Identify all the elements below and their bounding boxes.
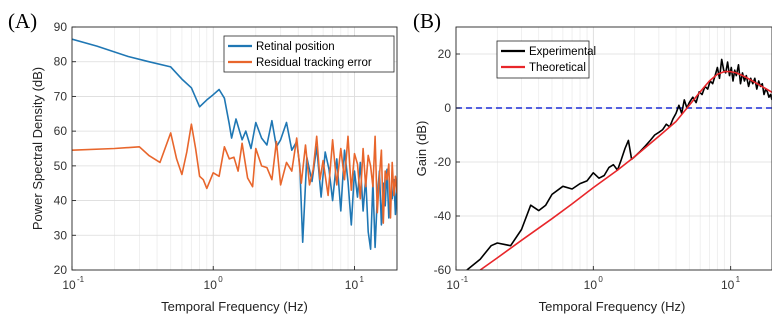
x-tick-exponent: -1 <box>77 275 85 284</box>
x-tick-label: 10 -1 <box>446 275 468 292</box>
legend-box <box>496 40 590 79</box>
x-tick-exponent: 0 <box>218 275 223 284</box>
panel-label: (A) <box>8 9 37 33</box>
x-tick-base: 10 <box>721 278 735 292</box>
y-tick-label: -40 <box>434 209 452 223</box>
y-tick-label: 60 <box>54 124 68 138</box>
series-line-1 <box>72 123 397 224</box>
y-tick-label: 0 <box>444 101 451 115</box>
y-axis-label: Power Spectral Density (dB) <box>30 67 45 230</box>
y-tick-label: 30 <box>54 228 68 242</box>
x-tick-exponent: 1 <box>736 275 741 284</box>
y-tick-label: 70 <box>54 89 68 103</box>
legend-entry-0: Retinal position <box>256 41 335 53</box>
x-tick-exponent: -1 <box>461 275 469 284</box>
x-tick-label: 10 0 <box>204 275 224 292</box>
x-tick-exponent: 1 <box>359 275 364 284</box>
axes-box <box>71 26 398 271</box>
panel-label: (B) <box>413 9 441 33</box>
y-tick-label: 40 <box>54 194 68 208</box>
y-tick-label: 20 <box>54 263 68 277</box>
x-tick-base: 10 <box>446 278 460 292</box>
y-tick-label: 50 <box>54 159 68 173</box>
legend-entry-0: Experimental <box>529 46 596 58</box>
x-tick-label: 10 0 <box>584 275 604 292</box>
legend-box <box>223 35 395 73</box>
x-tick-exponent: 0 <box>598 275 603 284</box>
series-line-0 <box>466 58 772 270</box>
x-tick-base: 10 <box>62 278 76 292</box>
series-group <box>72 38 397 250</box>
y-axis-label: Gain (dB) <box>414 121 429 177</box>
legend-entry-1: Theoretical <box>529 62 586 74</box>
legend-entry-1: Residual tracking error <box>256 57 372 69</box>
x-tick-base: 10 <box>204 278 218 292</box>
y-tick-label: -20 <box>434 155 452 169</box>
legend: Experimental Theoretical <box>496 40 596 79</box>
x-axis-label: Temporal Frequency (Hz) <box>161 299 308 314</box>
x-tick-label: 10 -1 <box>62 275 84 292</box>
y-tick-label: 90 <box>54 20 68 34</box>
x-tick-base: 10 <box>584 278 598 292</box>
axes-box <box>455 26 772 271</box>
x-tick-label: 10 1 <box>345 275 365 292</box>
series-line-1 <box>479 70 772 270</box>
legend: Retinal position Residual tracking error <box>223 35 395 73</box>
series-group <box>466 58 772 270</box>
x-tick-base: 10 <box>345 278 359 292</box>
x-tick-label: 10 1 <box>721 275 741 292</box>
y-tick-label: -60 <box>434 263 452 277</box>
y-tick-label: 80 <box>54 55 68 69</box>
y-tick-label: 20 <box>438 47 452 61</box>
x-axis-label: Temporal Frequency (Hz) <box>539 299 686 314</box>
